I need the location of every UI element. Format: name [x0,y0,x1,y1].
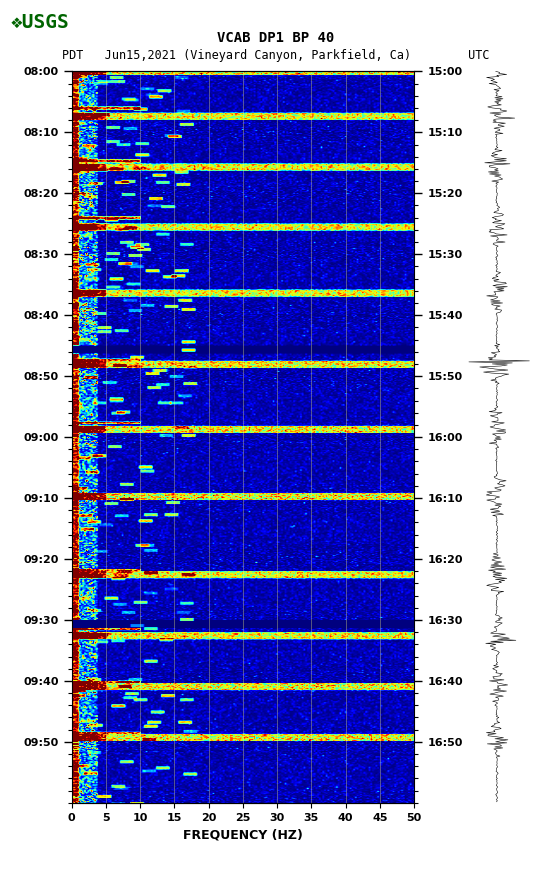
Text: ❖USGS: ❖USGS [11,13,70,32]
X-axis label: FREQUENCY (HZ): FREQUENCY (HZ) [183,828,303,841]
Text: VCAB DP1 BP 40: VCAB DP1 BP 40 [217,31,335,45]
Text: PDT   Jun15,2021 (Vineyard Canyon, Parkfield, Ca)        UTC: PDT Jun15,2021 (Vineyard Canyon, Parkfie… [62,49,490,62]
